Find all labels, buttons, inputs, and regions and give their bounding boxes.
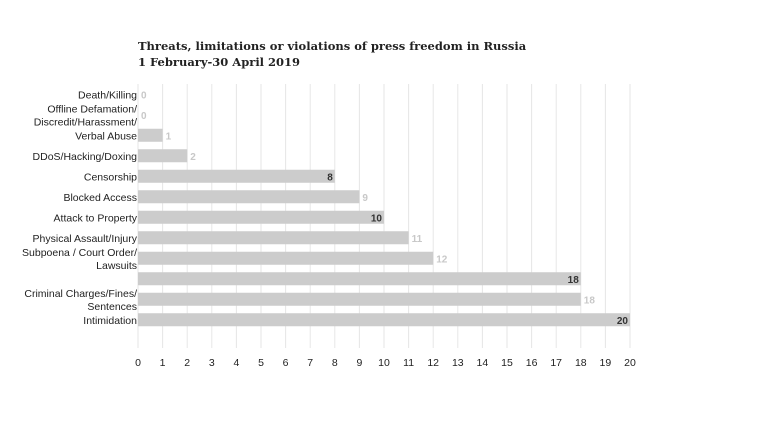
x-tick-label: 14 [477,357,489,369]
bar [138,292,581,306]
bar [138,128,163,142]
category-label: Verbal Abuse [75,130,137,142]
chart-title: Threats, limitations or violations of pr… [138,39,527,53]
x-tick-label: 17 [550,357,562,369]
data-label: 20 [617,316,629,327]
category-label: DDoS/Hacking/Doxing [33,151,138,163]
category-label: Offline Defamation/ [47,103,137,115]
bar [138,231,409,245]
x-tick-label: 6 [283,357,289,369]
data-label: 9 [362,193,368,204]
category-label: Blocked Access [63,192,137,204]
data-label: 0 [141,90,147,101]
x-tick-label: 7 [307,357,313,369]
bar [138,149,188,163]
x-tick-label: 19 [600,357,612,369]
category-label: Criminal Charges/Fines/ [24,288,137,300]
category-label: Death/Killing [78,89,137,101]
data-label: 11 [412,234,423,245]
data-label: 12 [436,254,448,265]
x-tick-label: 10 [378,357,390,369]
bar [138,190,360,204]
category-label: Lawsuits [96,260,137,272]
data-label: 18 [568,275,580,286]
category-label: Intimidation [83,315,137,327]
bar [138,251,434,265]
bar [138,272,581,286]
x-tick-label: 0 [135,357,141,369]
x-tick-label: 4 [233,357,239,369]
chart-subtitle: 1 February-30 April 2019 [138,55,301,69]
data-label: 2 [190,152,196,163]
x-tick-label: 2 [184,357,190,369]
data-label: 0 [141,111,147,122]
data-label: 1 [166,131,172,142]
x-tick-label: 20 [624,357,636,369]
x-tick-label: 12 [427,357,439,369]
bar [138,210,384,224]
data-label: 10 [371,213,383,224]
x-tick-label: 16 [526,357,538,369]
x-tick-label: 13 [452,357,464,369]
x-tick-label: 15 [501,357,513,369]
bar [138,169,335,183]
data-label: 8 [327,172,333,183]
x-tick-label: 8 [332,357,338,369]
x-tick-label: 1 [160,357,166,369]
chart-title-block: Threats, limitations or violations of pr… [138,38,526,70]
x-tick-label: 9 [356,357,362,369]
category-label: Sentences [87,301,137,313]
category-label: Censorship [84,171,137,183]
x-tick-label: 5 [258,357,264,369]
category-label: Attack to Property [54,212,138,224]
bar [138,313,630,327]
x-tick-label: 18 [575,357,587,369]
category-label: Discredit/Harassment/ [34,116,137,128]
category-label: Physical Assault/Injury [33,233,138,245]
category-label: Subpoena / Court Order/ [22,247,137,259]
x-tick-label: 11 [403,357,414,369]
x-tick-label: 3 [209,357,215,369]
data-label: 18 [584,295,596,306]
